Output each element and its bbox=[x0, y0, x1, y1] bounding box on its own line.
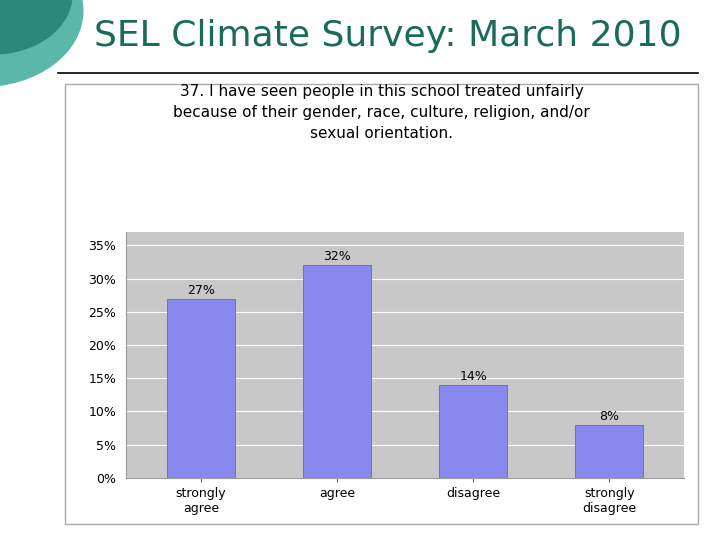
Bar bbox=[439, 385, 507, 478]
Text: 14%: 14% bbox=[459, 370, 487, 383]
Bar bbox=[575, 425, 643, 478]
Text: SEL Climate Survey: March 2010: SEL Climate Survey: March 2010 bbox=[94, 19, 681, 53]
Text: 8%: 8% bbox=[599, 410, 619, 423]
Bar bbox=[303, 265, 371, 478]
Text: 32%: 32% bbox=[323, 251, 351, 264]
Bar bbox=[167, 299, 235, 478]
Text: 37. I have seen people in this school treated unfairly
because of their gender, : 37. I have seen people in this school tr… bbox=[174, 84, 590, 141]
Text: 27%: 27% bbox=[187, 284, 215, 296]
